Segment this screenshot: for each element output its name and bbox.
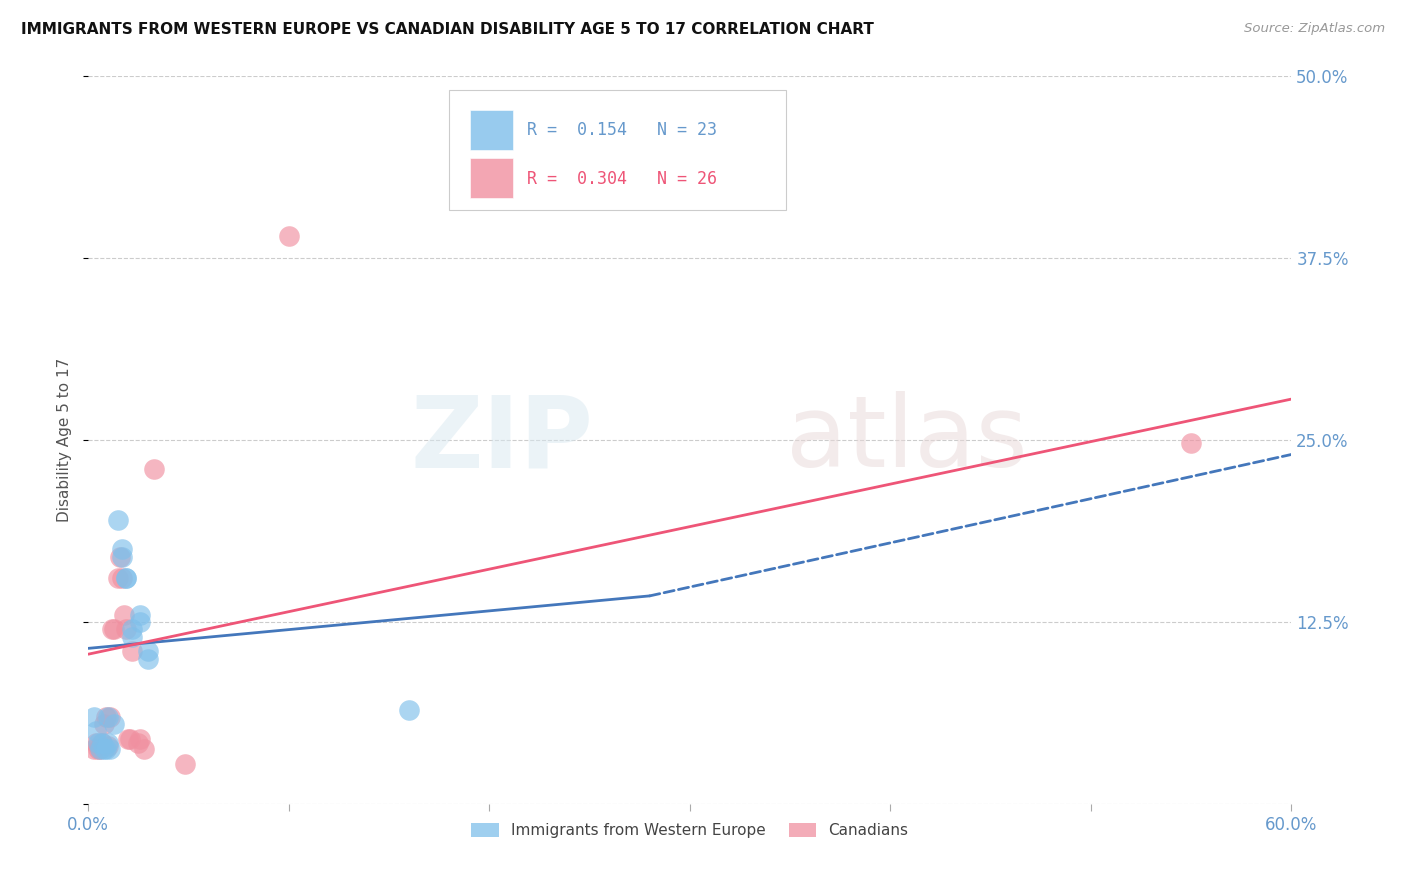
Point — [398, 702, 420, 716]
Point — [96, 710, 118, 724]
Point — [143, 462, 166, 476]
Point — [173, 756, 195, 771]
Point — [107, 513, 129, 527]
FancyBboxPatch shape — [470, 158, 513, 198]
Point — [117, 731, 139, 746]
Point — [103, 717, 125, 731]
Point — [98, 742, 121, 756]
Point — [111, 571, 134, 585]
Point — [111, 542, 134, 557]
Point — [93, 742, 115, 756]
Text: atlas: atlas — [786, 392, 1028, 489]
Point — [93, 717, 115, 731]
Point — [129, 607, 152, 622]
Point — [129, 615, 152, 629]
Point — [89, 742, 111, 756]
Point — [138, 651, 160, 665]
FancyBboxPatch shape — [449, 90, 786, 211]
Point — [115, 571, 138, 585]
Point — [83, 742, 105, 756]
Point — [115, 623, 138, 637]
Y-axis label: Disability Age 5 to 17: Disability Age 5 to 17 — [58, 358, 72, 522]
Point — [83, 710, 105, 724]
FancyBboxPatch shape — [470, 110, 513, 150]
Point — [86, 724, 108, 739]
Point — [129, 731, 152, 746]
Point — [121, 623, 143, 637]
Point — [134, 742, 156, 756]
Point — [115, 571, 138, 585]
Point — [121, 630, 143, 644]
Point — [87, 736, 110, 750]
Point — [103, 623, 125, 637]
Point — [87, 742, 110, 756]
Point — [89, 742, 111, 756]
Point — [86, 736, 108, 750]
Point — [97, 739, 120, 753]
Point — [91, 736, 114, 750]
Point — [277, 228, 299, 243]
Text: IMMIGRANTS FROM WESTERN EUROPE VS CANADIAN DISABILITY AGE 5 TO 17 CORRELATION CH: IMMIGRANTS FROM WESTERN EUROPE VS CANADI… — [21, 22, 875, 37]
Text: R =  0.304   N = 26: R = 0.304 N = 26 — [527, 170, 717, 188]
Point — [101, 623, 124, 637]
Text: Source: ZipAtlas.com: Source: ZipAtlas.com — [1244, 22, 1385, 36]
Legend: Immigrants from Western Europe, Canadians: Immigrants from Western Europe, Canadian… — [465, 817, 914, 844]
Point — [1180, 435, 1202, 450]
Point — [121, 644, 143, 658]
Point — [97, 710, 120, 724]
Point — [97, 736, 120, 750]
Point — [96, 742, 118, 756]
Point — [138, 644, 160, 658]
Point — [120, 731, 142, 746]
Text: ZIP: ZIP — [411, 392, 593, 489]
Text: R =  0.154   N = 23: R = 0.154 N = 23 — [527, 121, 717, 139]
Point — [107, 571, 129, 585]
Point — [112, 607, 135, 622]
Point — [98, 710, 121, 724]
Point — [127, 736, 149, 750]
Point — [91, 736, 114, 750]
Point — [110, 549, 132, 564]
Point — [111, 549, 134, 564]
